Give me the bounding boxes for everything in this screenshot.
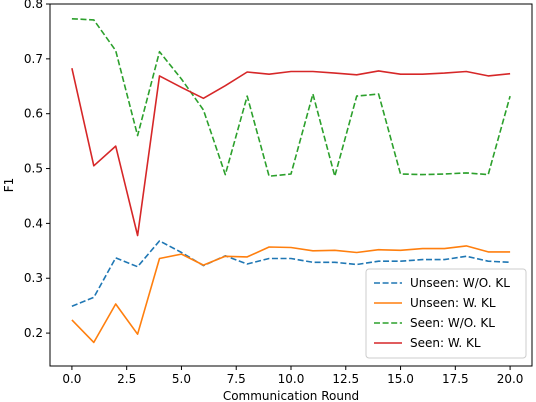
y-axis-label: F1 — [2, 178, 16, 193]
y-tick-label: 0.4 — [24, 216, 43, 230]
legend-label: Seen: W. KL — [410, 336, 481, 350]
x-tick-label: 5.0 — [172, 372, 191, 386]
series-line-4 — [71, 68, 511, 237]
legend: Unseen: W/O. KL Unseen: W. KL Seen: W/O. K… — [365, 268, 527, 359]
x-tick-label: 20.0 — [497, 372, 524, 386]
y-tick-label: 0.7 — [24, 52, 43, 66]
x-tick-label: 10.0 — [278, 372, 305, 386]
x-tick-label: 15.0 — [387, 372, 414, 386]
x-tick-label: 17.5 — [442, 372, 469, 386]
y-tick-label: 0.5 — [24, 162, 43, 176]
legend-label: Unseen: W/O. KL — [410, 276, 510, 290]
x-tick-label: 0.0 — [62, 372, 81, 386]
legend-label: Seen: W/O. KL — [410, 316, 495, 330]
axis-ticks: 0.0 2.5 5.0 7.5 10.0 12.5 15.0 17.5 20.0 0.2 0.3 0.… — [24, 0, 524, 386]
legend-box — [365, 268, 527, 359]
y-tick-label: 0.8 — [24, 0, 43, 11]
x-axis-label: Communication Round — [223, 389, 359, 402]
y-tick-label: 0.6 — [24, 107, 43, 121]
y-tick-label: 0.2 — [24, 326, 43, 340]
plot-area — [71, 18, 511, 344]
legend-label: Unseen: W. KL — [410, 296, 496, 310]
x-tick-label: 12.5 — [332, 372, 359, 386]
series-line-2 — [71, 245, 511, 344]
x-tick-label: 7.5 — [227, 372, 246, 386]
series-line-3 — [71, 18, 511, 177]
y-tick-label: 0.3 — [24, 271, 43, 285]
series-line-1 — [71, 240, 511, 307]
x-tick-label: 2.5 — [117, 372, 136, 386]
